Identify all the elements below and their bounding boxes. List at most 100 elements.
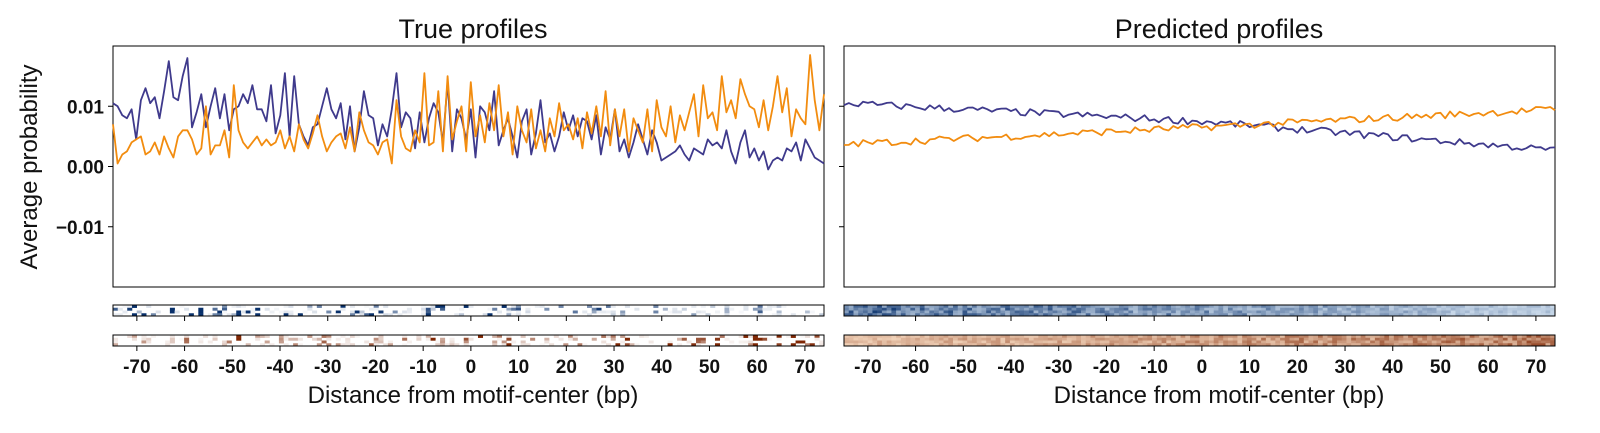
heatmap-cell bbox=[1460, 337, 1466, 341]
heatmap-cell bbox=[1161, 313, 1167, 317]
heatmap-cell bbox=[1227, 313, 1233, 317]
heatmap-cell bbox=[957, 337, 963, 341]
heatmap-cell bbox=[1360, 305, 1366, 308]
heatmap-cell bbox=[805, 343, 811, 347]
heatmap-cell bbox=[1166, 343, 1172, 347]
heatmap-cell bbox=[1408, 305, 1414, 308]
heatmap-cell bbox=[1441, 310, 1447, 314]
heatmap-cell bbox=[1190, 305, 1196, 308]
heatmap-cell bbox=[1166, 310, 1172, 314]
heatmap-cell bbox=[844, 305, 850, 308]
heatmap-cell bbox=[1545, 313, 1551, 317]
heatmap-cell bbox=[929, 337, 935, 341]
heatmap-cell bbox=[577, 343, 583, 347]
heatmap-cell bbox=[350, 305, 356, 308]
heatmap-cell bbox=[896, 310, 902, 314]
heatmap-cell bbox=[1474, 305, 1480, 308]
heatmap-cell bbox=[1166, 340, 1172, 344]
heatmap-cell bbox=[1156, 340, 1162, 344]
heatmap-cell bbox=[1199, 305, 1205, 308]
heatmap-cell bbox=[1180, 340, 1186, 344]
heatmap-cell bbox=[1351, 335, 1357, 338]
heatmap-cell bbox=[1104, 305, 1110, 308]
heatmap-cell bbox=[364, 340, 370, 344]
heatmap-cell bbox=[582, 310, 588, 314]
heatmap-cell bbox=[1223, 335, 1229, 338]
heatmap-cell bbox=[881, 337, 887, 341]
heatmap-cell bbox=[1066, 307, 1072, 311]
heatmap-cell bbox=[1142, 337, 1148, 341]
heatmap-cell bbox=[1517, 340, 1523, 344]
heatmap-cell bbox=[1194, 313, 1200, 317]
heatmap-cell bbox=[953, 335, 959, 338]
heatmap-cell bbox=[877, 335, 883, 338]
heatmap-cell bbox=[915, 310, 921, 314]
heatmap-cell bbox=[858, 310, 864, 314]
heatmap-cell bbox=[1313, 343, 1319, 347]
heatmap-cell bbox=[743, 305, 749, 308]
heatmap-cell bbox=[971, 343, 978, 347]
heatmap-cell bbox=[1412, 343, 1418, 347]
heatmap-cell bbox=[896, 305, 902, 308]
heatmap-cell bbox=[203, 335, 209, 338]
heatmap-cell bbox=[373, 305, 379, 308]
heatmap-cell bbox=[1498, 307, 1504, 311]
heatmap-cell bbox=[587, 313, 593, 317]
heatmap-cell bbox=[1431, 307, 1437, 311]
heatmap-cell bbox=[1436, 305, 1442, 308]
heatmap-cell bbox=[1341, 335, 1347, 338]
heatmap-cell bbox=[236, 305, 242, 308]
heatmap-cell bbox=[1550, 307, 1556, 311]
heatmap-cell bbox=[872, 337, 878, 341]
heatmap-cell bbox=[757, 307, 763, 311]
heatmap-cell bbox=[696, 343, 702, 347]
heatmap-cell bbox=[1166, 335, 1172, 338]
heatmap-cell bbox=[1422, 337, 1428, 341]
heatmap-cell bbox=[1208, 310, 1215, 314]
heatmap-cell bbox=[1521, 335, 1527, 338]
heatmap-cell bbox=[1190, 337, 1196, 341]
heatmap-cell bbox=[1517, 337, 1523, 341]
heatmap-cell bbox=[786, 335, 792, 338]
heatmap-cell bbox=[1370, 313, 1376, 317]
heatmap-cell bbox=[1114, 337, 1120, 341]
heatmap-cell bbox=[867, 343, 873, 347]
heatmap-cell bbox=[283, 313, 289, 317]
heatmap-cell bbox=[1398, 335, 1404, 338]
heatmap-cell bbox=[1014, 305, 1020, 308]
heatmap-cell bbox=[776, 313, 782, 317]
heatmap-cell bbox=[1024, 310, 1030, 314]
heatmap-cell bbox=[1431, 335, 1437, 338]
heatmap-cell bbox=[1460, 343, 1466, 347]
heatmap-cell bbox=[1445, 313, 1452, 317]
x-tick-label: -50 bbox=[219, 357, 246, 378]
heatmap-cell bbox=[496, 337, 502, 341]
heatmap-cell bbox=[359, 310, 365, 314]
heatmap-cell bbox=[288, 337, 294, 341]
heatmap-cell bbox=[1237, 343, 1243, 347]
heatmap-cell bbox=[891, 310, 897, 314]
heatmap-cell bbox=[981, 305, 987, 308]
heatmap-cell bbox=[1526, 340, 1532, 344]
heatmap-cell bbox=[378, 340, 384, 344]
heatmap-cell bbox=[967, 340, 973, 344]
heatmap-cell bbox=[539, 343, 545, 347]
heatmap-cell bbox=[762, 307, 768, 311]
heatmap-cell bbox=[387, 343, 393, 347]
heatmap-cell bbox=[610, 335, 616, 338]
heatmap-cell bbox=[1355, 307, 1361, 311]
heatmap-cell bbox=[1450, 343, 1456, 347]
heatmap-cell bbox=[790, 313, 796, 317]
heatmap-cell bbox=[1460, 313, 1466, 317]
heatmap-cell bbox=[1270, 337, 1276, 341]
heatmap-cell bbox=[948, 335, 954, 338]
heatmap-cell bbox=[1009, 313, 1015, 317]
heatmap-cell bbox=[1190, 343, 1196, 347]
heatmap-cell bbox=[525, 310, 531, 314]
heatmap-cell bbox=[1545, 340, 1551, 344]
heatmap-cell bbox=[877, 340, 883, 344]
heatmap-cell bbox=[326, 310, 332, 314]
heatmap-cell bbox=[198, 337, 204, 341]
heatmap-cell bbox=[1474, 340, 1480, 344]
heatmap-cell bbox=[886, 310, 892, 314]
